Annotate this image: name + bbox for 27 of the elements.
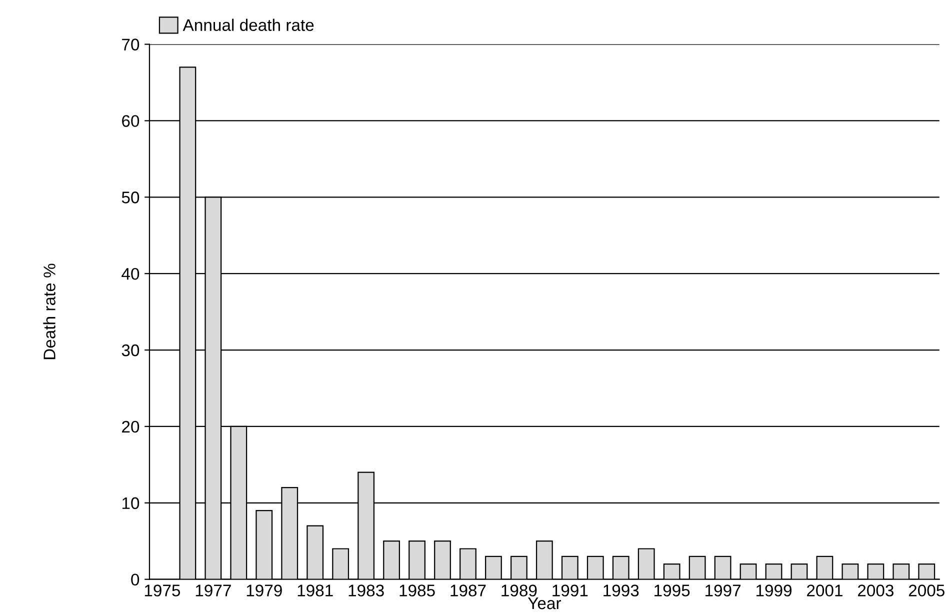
x-tick-label: 1997 xyxy=(706,584,740,596)
y-tick-label: 60 xyxy=(122,115,140,127)
legend-label: Annual death rate xyxy=(182,18,314,31)
x-tick-label: 1985 xyxy=(400,584,435,596)
x-tick-label: 1977 xyxy=(196,584,231,596)
x-tick-label: 1989 xyxy=(502,584,537,596)
y-tick-label: 40 xyxy=(122,268,140,280)
x-tick-label: 1995 xyxy=(654,584,690,596)
x-axis-title: Year xyxy=(528,598,561,610)
y-tick-label: 50 xyxy=(122,192,140,204)
x-tick-label: 1983 xyxy=(348,584,384,596)
y-axis-title: Death rate % xyxy=(43,264,56,360)
y-tick-label: 20 xyxy=(122,420,140,433)
x-tick-label: 1999 xyxy=(756,584,792,596)
x-tick-label: 1979 xyxy=(246,584,282,596)
x-tick-label: 1981 xyxy=(298,584,333,596)
y-tick-label: 30 xyxy=(122,344,140,356)
x-tick-label: 2005 xyxy=(908,584,944,596)
y-tick-label: 0 xyxy=(131,574,140,586)
x-tick-label: 1987 xyxy=(450,584,486,596)
x-tick-label: 1993 xyxy=(604,584,639,596)
x-tick-label: 2003 xyxy=(858,584,894,596)
x-tick-label: 2001 xyxy=(807,584,842,596)
x-tick-label: 1975 xyxy=(144,584,180,596)
y-tick-label: 10 xyxy=(122,497,140,510)
y-tick-label: 70 xyxy=(122,38,140,50)
x-tick-label: 1991 xyxy=(552,584,588,596)
